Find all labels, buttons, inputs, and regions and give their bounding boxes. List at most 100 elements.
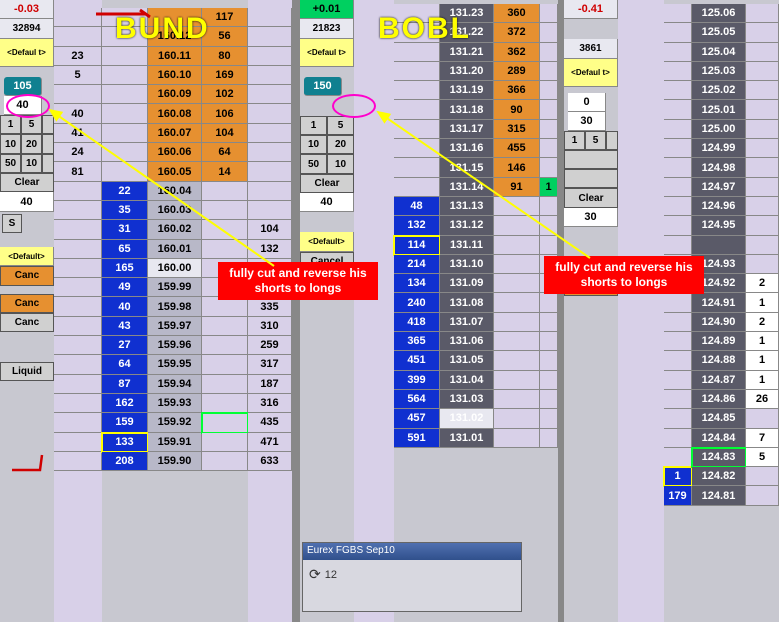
ladder-cell[interactable]: 240 [394,293,440,312]
ladder-cell[interactable]: 131.01 [440,429,494,448]
ladder-cell[interactable] [102,124,148,143]
ladder-cell[interactable] [202,240,248,259]
ladder-cell[interactable]: 87 [102,375,148,394]
ladder-cell[interactable]: 114 [394,236,440,255]
ladder-cell[interactable]: 131.03 [440,390,494,409]
ladder-cell[interactable] [664,293,692,312]
ladder-cell[interactable]: 23 [54,47,102,66]
ladder-cell[interactable]: 124.84 [692,429,746,448]
ladder-cell[interactable]: 90 [494,100,540,119]
ladder-cell[interactable]: 366 [494,81,540,100]
ladder-cell[interactable]: 159.96 [148,336,202,355]
ladder-cell[interactable] [248,8,292,27]
ladder-cell[interactable] [494,351,540,370]
ladder-cell[interactable]: 102 [202,85,248,104]
ladder-cell[interactable]: 124.88 [692,351,746,370]
ladder-cell[interactable]: 162 [102,394,148,413]
ladder-cell[interactable] [102,162,148,181]
ladder-cell[interactable] [746,139,779,158]
ladder-cell[interactable] [54,8,102,27]
ladder-cell[interactable] [664,429,692,448]
ladder-cell[interactable] [494,332,540,351]
ladder-cell[interactable] [540,23,558,42]
ladder-cell[interactable]: 187 [248,375,292,394]
ladder-cell[interactable] [540,409,558,428]
ladder-cell[interactable] [202,336,248,355]
ladder-cell[interactable] [746,81,779,100]
ladder-cell[interactable] [664,139,692,158]
ladder-cell[interactable] [494,216,540,235]
ladder-cell[interactable]: 418 [394,313,440,332]
ladder-cell[interactable] [54,452,102,471]
ladder-cell[interactable] [494,371,540,390]
ladder-cell[interactable]: 159.97 [148,317,202,336]
ladder-cell[interactable]: 131.16 [440,139,494,158]
cancel-button-3[interactable]: Canc [0,313,54,332]
ladder-cell[interactable] [664,62,692,81]
ladder-cell[interactable] [102,85,148,104]
right-pos30[interactable]: 30 [568,112,606,131]
bobl-size-50[interactable]: 50 [300,154,327,173]
ladder-cell[interactable] [54,220,102,239]
ladder-cell[interactable] [202,413,248,432]
ladder-cell[interactable]: 7 [746,429,779,448]
ladder-cell[interactable] [494,197,540,216]
ladder-cell[interactable]: 564 [394,390,440,409]
ladder-cell[interactable]: 131.07 [440,313,494,332]
bobl-default[interactable]: <Defaul t> [300,39,354,67]
ladder-cell[interactable] [664,81,692,100]
qty-field[interactable]: 40 [0,192,54,211]
bobl-size-10[interactable]: 10 [300,135,327,154]
ladder-cell[interactable] [494,236,540,255]
ladder-cell[interactable]: 48 [394,197,440,216]
size-10b[interactable]: 10 [21,154,42,173]
ladder-cell[interactable]: 1 [540,178,558,197]
ladder-cell[interactable]: 335 [248,297,292,316]
ladder-cell[interactable]: 289 [494,62,540,81]
ladder-cell[interactable] [664,236,692,255]
ladder-cell[interactable] [202,394,248,413]
ladder-cell[interactable] [54,297,102,316]
ladder-cell[interactable] [54,27,102,46]
ladder-cell[interactable] [54,394,102,413]
ladder-cell[interactable]: 104 [202,124,248,143]
ladder-cell[interactable] [664,197,692,216]
ladder-cell[interactable] [54,240,102,259]
ladder-cell[interactable] [248,47,292,66]
ladder-cell[interactable] [248,124,292,143]
ladder-cell[interactable]: 81 [54,162,102,181]
ladder-cell[interactable]: 125.02 [692,81,746,100]
ladder-cell[interactable] [540,100,558,119]
ladder-cell[interactable] [394,178,440,197]
size-5[interactable]: 5 [21,115,42,134]
ladder-cell[interactable]: 22 [102,182,148,201]
ladder-cell[interactable]: 124.96 [692,197,746,216]
ladder-cell[interactable] [664,313,692,332]
bobl-size-10b[interactable]: 10 [327,154,354,173]
ladder-cell[interactable]: 24 [54,143,102,162]
ladder-cell[interactable]: 131.10 [440,255,494,274]
ladder-cell[interactable]: 125.01 [692,100,746,119]
ladder-cell[interactable]: 160.05 [148,162,202,181]
ladder-cell[interactable]: 131.18 [440,100,494,119]
ladder-cell[interactable] [202,355,248,374]
ladder-cell[interactable] [664,23,692,42]
ladder-cell[interactable] [540,313,558,332]
right-size-1[interactable]: 1 [564,131,585,150]
ladder-cell[interactable]: 399 [394,371,440,390]
ladder-cell[interactable]: 160.09 [148,85,202,104]
ladder-cell[interactable]: 160.07 [148,124,202,143]
ladder-cell[interactable]: 65 [102,240,148,259]
ladder-cell[interactable] [540,216,558,235]
ladder-cell[interactable] [394,100,440,119]
ladder-cell[interactable] [494,313,540,332]
ladder-cell[interactable]: 471 [248,433,292,452]
ladder-cell[interactable] [664,351,692,370]
ladder-cell[interactable]: 214 [394,255,440,274]
ladder-cell[interactable]: 159.95 [148,355,202,374]
right-default[interactable]: <Defaul t> [564,59,618,87]
ladder-cell[interactable]: 160.10 [148,66,202,85]
default2[interactable]: <Default> [0,247,54,266]
ladder-cell[interactable] [540,293,558,312]
ladder-cell[interactable]: 159 [102,413,148,432]
